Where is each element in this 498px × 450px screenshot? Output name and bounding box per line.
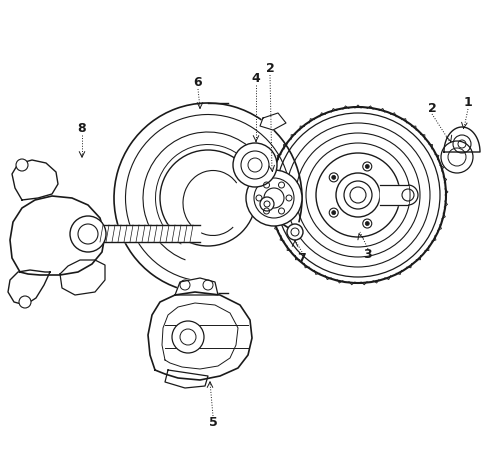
Text: 6: 6 <box>194 76 202 89</box>
Polygon shape <box>88 225 200 242</box>
Circle shape <box>246 170 302 226</box>
Circle shape <box>365 221 370 225</box>
Circle shape <box>316 153 400 237</box>
Circle shape <box>70 216 106 252</box>
Text: 8: 8 <box>78 122 86 135</box>
Circle shape <box>332 211 336 215</box>
Polygon shape <box>444 127 480 152</box>
Text: 1: 1 <box>464 95 473 108</box>
Circle shape <box>19 296 31 308</box>
Polygon shape <box>175 278 218 295</box>
Polygon shape <box>60 260 105 295</box>
Polygon shape <box>8 270 50 305</box>
Circle shape <box>441 141 473 173</box>
Polygon shape <box>380 185 408 205</box>
Circle shape <box>386 193 390 197</box>
Polygon shape <box>260 113 286 130</box>
Polygon shape <box>165 370 208 388</box>
Polygon shape <box>148 292 252 380</box>
Circle shape <box>260 197 274 211</box>
Text: 2: 2 <box>265 62 274 75</box>
Text: 7: 7 <box>298 252 306 265</box>
Circle shape <box>16 159 28 171</box>
Polygon shape <box>12 160 58 200</box>
Text: 3: 3 <box>364 248 373 261</box>
Circle shape <box>332 176 336 180</box>
Polygon shape <box>10 196 105 275</box>
Text: 2: 2 <box>428 102 436 114</box>
Text: 5: 5 <box>209 415 217 428</box>
Circle shape <box>365 164 370 168</box>
Circle shape <box>233 143 277 187</box>
Text: 4: 4 <box>251 72 260 85</box>
Circle shape <box>172 321 204 353</box>
Circle shape <box>287 224 303 240</box>
Circle shape <box>336 173 380 217</box>
Circle shape <box>160 150 256 246</box>
